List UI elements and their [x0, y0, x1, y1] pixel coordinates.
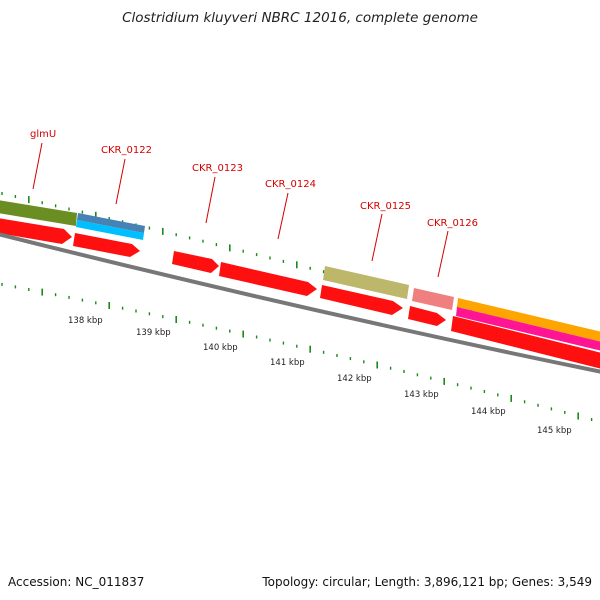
- accession-text: Accession: NC_011837: [8, 575, 144, 589]
- genome-backbone: [0, 232, 600, 374]
- ckr-0122-feature-bar-lower[interactable]: [76, 220, 144, 240]
- ckr-0125-cds-arrow[interactable]: [320, 285, 403, 315]
- gene-label-glmu[interactable]: glmU: [30, 129, 56, 140]
- kbp-label-144: 144 kbp: [471, 407, 506, 417]
- cds-track: [0, 218, 600, 369]
- feature-track: [0, 200, 600, 351]
- glmU-cds-arrow[interactable]: [0, 218, 72, 244]
- ckr-0122-label-leader: [115, 158, 126, 205]
- kbp-label-143: 143 kbp: [404, 390, 439, 400]
- gene-label-ckr-0124[interactable]: CKR_0124: [265, 179, 316, 190]
- kbp-label-140: 140 kbp: [203, 343, 238, 353]
- kbp-label-142: 142 kbp: [337, 374, 372, 384]
- ckr-0125-feature-bar[interactable]: [323, 266, 409, 299]
- glmU-feature-bar[interactable]: [0, 200, 77, 226]
- next-gene-pink-bar[interactable]: [456, 307, 600, 351]
- map-title: Clostridium kluyveri NBRC 12016, complet…: [122, 10, 478, 26]
- ckr-0124-cds-arrow[interactable]: [219, 262, 317, 296]
- kbp-label-138: 138 kbp: [68, 316, 103, 326]
- gene-label-ckr-0126[interactable]: CKR_0126: [427, 218, 478, 229]
- ckr-0126-feature-bar[interactable]: [412, 288, 454, 310]
- genome-summary-text: Topology: circular; Length: 3,896,121 bp…: [261, 575, 592, 589]
- next-gene-cds-bar[interactable]: [451, 316, 600, 369]
- gene-label-group: glmU CKR_0122 CKR_0123 CKR_0124 CKR_0125…: [30, 129, 478, 278]
- ckr-0126-label-leader: [437, 230, 449, 278]
- ckr-0123-cds-arrow[interactable]: [172, 251, 219, 273]
- ckr-0126-cds-arrow[interactable]: [408, 306, 446, 326]
- kbp-label-141: 141 kbp: [270, 358, 305, 368]
- kbp-label-139: 139 kbp: [136, 328, 171, 338]
- gene-label-ckr-0125[interactable]: CKR_0125: [360, 201, 411, 212]
- outer-tick-track: [1, 282, 593, 421]
- glmU-label-leader: [32, 142, 43, 190]
- ckr-0124-label-leader: [277, 192, 289, 240]
- ckr-0122-feature-bar-upper[interactable]: [77, 213, 145, 233]
- next-gene-orange-bar[interactable]: [457, 298, 600, 342]
- kbp-label-145: 145 kbp: [537, 426, 572, 436]
- gene-label-ckr-0123[interactable]: CKR_0123: [192, 163, 243, 174]
- gene-label-ckr-0122[interactable]: CKR_0122: [101, 145, 152, 156]
- ckr-0123-label-leader: [205, 176, 216, 224]
- kbp-label-group: 138 kbp 139 kbp 140 kbp 141 kbp 142 kbp …: [68, 316, 572, 436]
- ckr-0125-label-leader: [371, 213, 383, 262]
- ckr-0122-cds-arrow[interactable]: [73, 233, 140, 257]
